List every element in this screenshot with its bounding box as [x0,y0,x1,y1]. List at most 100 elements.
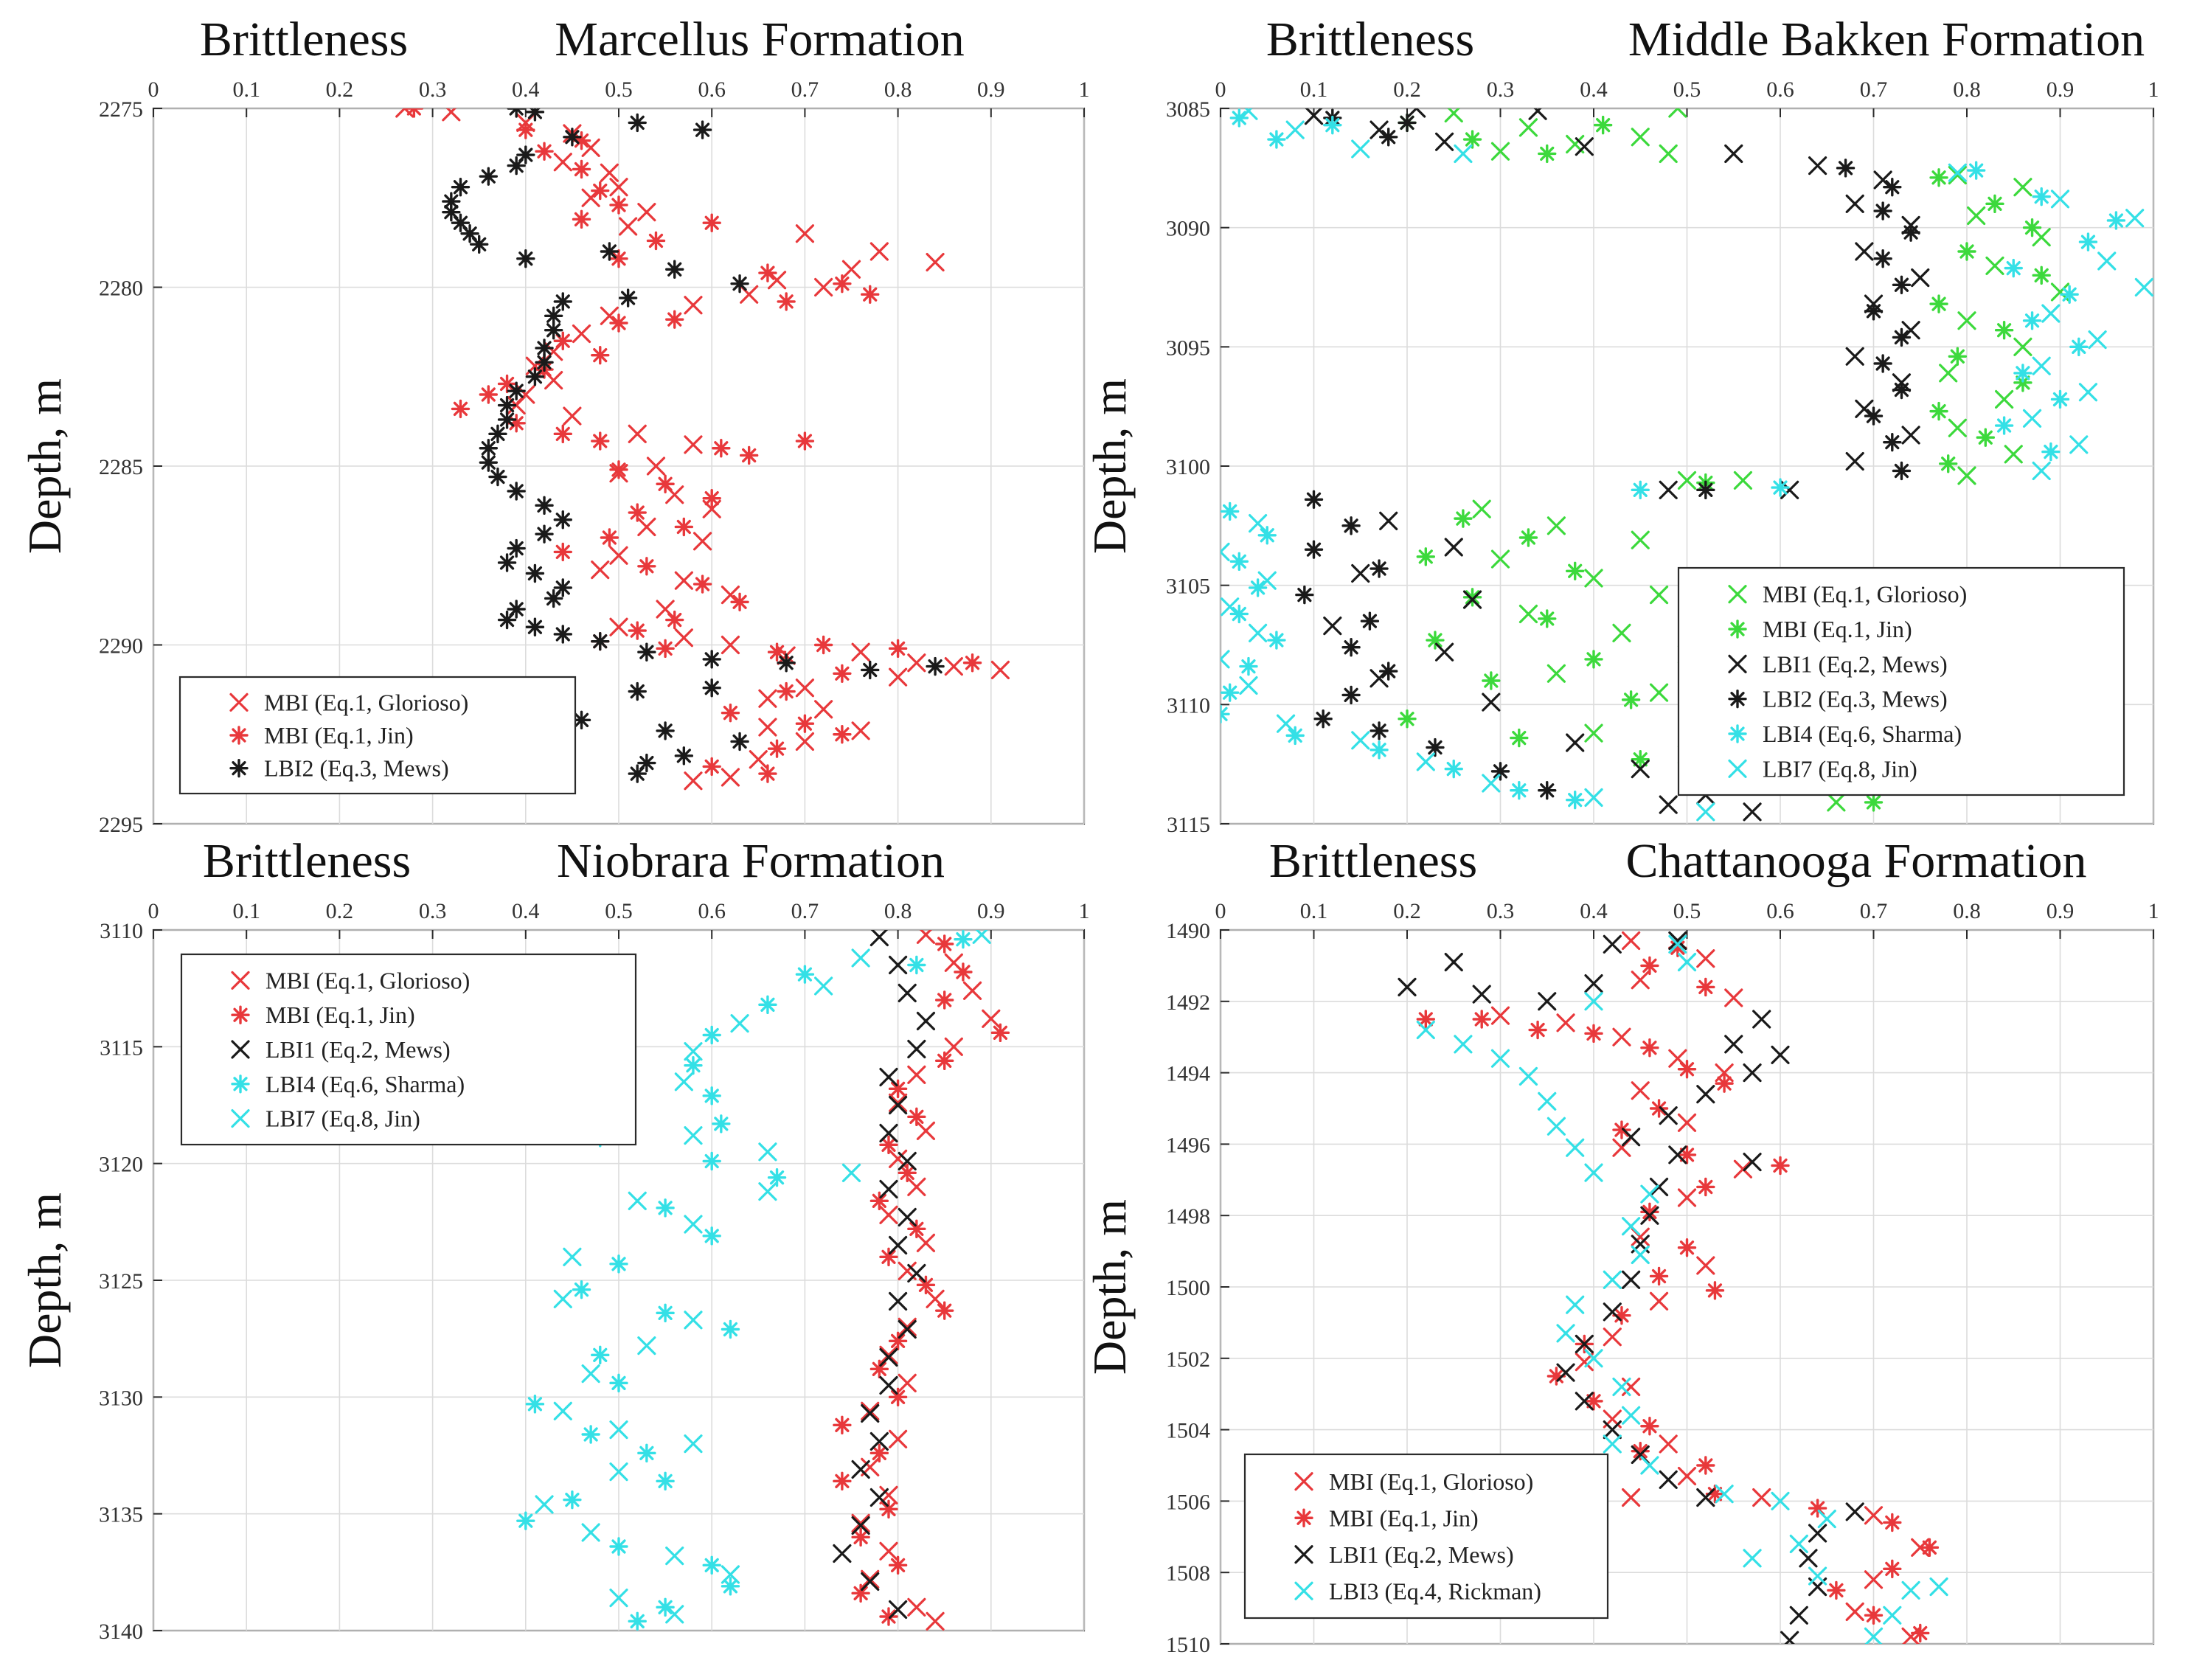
legend-marker [229,758,249,778]
data-point [869,1191,889,1211]
data-point [1659,1434,1678,1454]
data-point [628,503,647,522]
data-point [1799,1549,1818,1568]
data-point [525,108,545,122]
x-tick-label: 0.9 [977,77,1005,102]
data-point [1817,1510,1836,1529]
data-point [982,1009,1001,1028]
data-point [1705,1281,1725,1300]
data-point [861,285,880,304]
data-point [1957,466,1976,485]
legend-marker [1728,619,1747,639]
data-point [1323,115,1342,135]
data-point [628,621,647,640]
data-point [1789,1606,1808,1625]
data-point [479,385,499,404]
data-point [1659,1106,1678,1125]
data-point [2032,356,2051,375]
data-point [926,1289,945,1308]
data-point [2032,461,2051,481]
data-point [861,660,880,680]
data-point [1584,974,1603,993]
data-point [2097,251,2117,271]
data-point [609,1537,628,1556]
legend-marker [1294,1581,1313,1600]
data-point [1855,399,1874,418]
data-point [1659,480,1678,499]
x-tick-label: 1 [1079,899,1090,923]
data-point [1901,426,1920,445]
data-point [1677,471,1697,490]
data-point [637,1336,656,1356]
data-point [609,195,628,215]
data-point [442,108,461,122]
data-point [628,424,647,443]
data-point [1631,128,1650,147]
data-point [935,1301,954,1320]
data-point [1649,1177,1669,1197]
data-point [665,610,684,630]
data-point [684,1311,703,1330]
data-point [1612,1120,1631,1139]
data-point [758,995,777,1015]
data-point [488,424,507,444]
data-point [712,439,731,458]
data-point [609,1462,628,1482]
data-point [609,1420,628,1440]
data-point [609,460,628,479]
series-2 [833,930,936,1620]
data-point [1351,731,1370,750]
data-point [1603,1270,1622,1289]
data-point [721,1319,740,1339]
data-point [1257,526,1277,545]
data-point [1929,294,1948,313]
data-point [553,1289,572,1308]
data-point [1248,578,1268,597]
data-point [1454,144,1473,164]
x-tick-label: 0.9 [2047,899,2075,923]
y-tick-label: 3140 [99,1620,143,1644]
data-point [572,159,591,179]
data-point [721,586,740,605]
legend-label: LBI1 (Eq.2, Mews) [265,1036,451,1063]
data-point [2041,442,2061,462]
data-point [1967,206,1986,226]
data-point [563,406,582,426]
data-point [1472,985,1491,1004]
data-point [758,718,777,737]
data-point [1677,1113,1697,1132]
data-point [1566,561,1585,580]
data-point [1696,480,1715,500]
y-tick-label: 3110 [1167,693,1210,718]
x-tick-label: 0.8 [1953,899,1981,923]
data-point [581,1425,600,1444]
data-point [1649,1099,1669,1118]
data-point [1994,416,2014,435]
data-point [1472,499,1491,518]
data-point [460,224,479,243]
data-point [1771,1491,1790,1510]
data-point [1631,1441,1650,1461]
data-point [507,414,526,433]
y-tick-label: 3125 [99,1269,143,1294]
data-point [1631,480,1650,500]
y-axis-label: Depth, m [18,1193,71,1368]
data-point [1584,1349,1603,1368]
data-point [1584,788,1603,808]
data-point [833,1544,852,1563]
data-point [1584,1024,1603,1044]
data-point [563,1247,582,1266]
data-point [1985,256,2004,275]
data-point [1929,1577,1948,1597]
data-point [1490,1049,1510,1068]
data-point [1603,934,1622,954]
data-point [1901,223,1920,242]
data-point [591,560,610,580]
data-point [730,274,749,294]
data-point [684,1055,703,1075]
data-point [609,249,628,268]
data-point [907,1219,926,1239]
data-point [944,1037,963,1056]
y-tick-label: 2295 [99,813,143,837]
